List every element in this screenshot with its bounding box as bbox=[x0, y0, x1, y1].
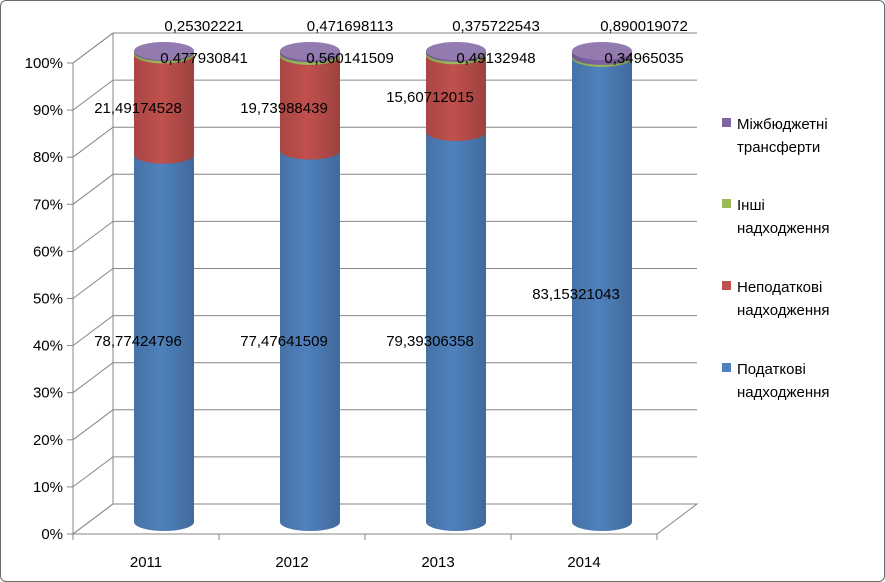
bar-body bbox=[280, 150, 340, 531]
data-labels: 78,77424796 21,49174528 0,477930841 0,25302… bbox=[94, 18, 688, 350]
y-tick-label: 20% bbox=[33, 432, 63, 449]
cap-ellipse bbox=[426, 42, 486, 60]
x-tick-label: 2013 bbox=[421, 554, 454, 571]
legend-item: Податкові надходження bbox=[722, 361, 830, 401]
legend-swatch bbox=[722, 118, 731, 127]
y-tick-label: 90% bbox=[33, 102, 63, 119]
legend-label: Інші bbox=[737, 197, 765, 214]
data-label: 78,77424796 bbox=[94, 333, 182, 350]
side-wall-top bbox=[72, 32, 114, 64]
y-tick-label: 30% bbox=[33, 385, 63, 402]
bar-segment bbox=[134, 154, 194, 531]
bar-top-cap bbox=[134, 42, 194, 60]
gridline-side bbox=[72, 456, 114, 488]
legend: МіжбюджетнітрансфертиІншінадходженняНепо… bbox=[722, 116, 830, 401]
legend-label: надходження bbox=[737, 302, 830, 319]
gridline-side bbox=[72, 268, 114, 299]
bar-body bbox=[134, 154, 194, 531]
y-tick-label: 50% bbox=[33, 291, 63, 308]
legend-swatch bbox=[722, 199, 731, 208]
y-tick-label: 0% bbox=[41, 526, 63, 543]
gridline-side bbox=[72, 126, 114, 158]
legend-label: надходження bbox=[737, 384, 830, 401]
bar-top-cap bbox=[572, 42, 632, 60]
legend-swatch bbox=[722, 281, 731, 290]
data-label: 0,890019072 bbox=[600, 18, 688, 35]
y-tick-label: 100% bbox=[25, 55, 63, 72]
data-label: 19,73988439 bbox=[240, 100, 328, 117]
legend-label: Неподаткові bbox=[737, 279, 822, 296]
gridline-side bbox=[72, 173, 114, 205]
bar-segment bbox=[426, 131, 486, 531]
data-label: 0,477930841 bbox=[160, 50, 248, 67]
legend-label: Податкові bbox=[737, 361, 806, 378]
bar-body bbox=[280, 55, 340, 160]
gridline-side bbox=[72, 503, 114, 535]
cap-ellipse bbox=[134, 42, 194, 60]
y-tick-label: 70% bbox=[33, 196, 63, 213]
bar-segment bbox=[426, 55, 486, 141]
data-label: 0,471698113 bbox=[307, 18, 393, 35]
bar-body bbox=[572, 57, 632, 532]
data-label: 15,60712015 bbox=[386, 89, 474, 106]
x-tick-label: 2014 bbox=[567, 554, 600, 571]
cap-ellipse bbox=[280, 42, 340, 60]
legend-label: надходження bbox=[737, 220, 830, 237]
bar-segment bbox=[280, 55, 340, 160]
x-tick-label: 2011 bbox=[130, 554, 162, 571]
data-label: 0,25302221 bbox=[164, 18, 243, 35]
y-tick-label: 60% bbox=[33, 243, 63, 260]
x-axis: 2011 2012 2013 2014 bbox=[72, 534, 658, 571]
legend-label: трансферти bbox=[737, 139, 820, 156]
legend-label: Міжбюджетні bbox=[737, 116, 828, 133]
data-label: 77,47641509 bbox=[240, 333, 328, 350]
bar-segment bbox=[280, 150, 340, 531]
data-label: 0,560141509 bbox=[306, 50, 394, 67]
legend-item: Неподаткові надходження bbox=[722, 279, 830, 319]
data-label: 0,375722543 bbox=[452, 18, 540, 35]
bar-body bbox=[426, 131, 486, 531]
bar-segment bbox=[572, 57, 632, 532]
data-label: 0,34965035 bbox=[604, 50, 683, 67]
y-tick-label: 40% bbox=[33, 338, 63, 355]
bar-segment bbox=[134, 54, 194, 164]
legend-item: Інші надходження bbox=[722, 197, 830, 237]
gridline-side bbox=[72, 79, 114, 111]
y-axis: 0% 10% 20% 30% 40% 50% 60% 70% 80% 90% 100% bbox=[25, 32, 114, 543]
legend-swatch bbox=[722, 363, 731, 372]
legend-item: Міжбюджетні трансферти bbox=[722, 116, 828, 156]
gridline-side bbox=[72, 220, 114, 252]
y-tick-label: 10% bbox=[33, 479, 63, 496]
gridline-side bbox=[72, 315, 114, 347]
bar-top-cap bbox=[426, 42, 486, 60]
bar-top-cap bbox=[280, 42, 340, 60]
bar-body bbox=[134, 54, 194, 164]
gridline-side bbox=[72, 362, 114, 394]
bars bbox=[134, 42, 632, 532]
x-tick-label: 2012 bbox=[275, 554, 308, 571]
y-tick-label: 80% bbox=[33, 149, 63, 166]
data-label: 0,49132948 bbox=[456, 50, 535, 67]
data-label: 21,49174528 bbox=[94, 100, 182, 117]
gridline-side bbox=[72, 409, 114, 441]
cap-ellipse bbox=[572, 42, 632, 60]
data-label: 79,39306358 bbox=[386, 333, 474, 350]
data-label: 83,15321043 bbox=[532, 286, 620, 303]
bar-body bbox=[426, 55, 486, 141]
